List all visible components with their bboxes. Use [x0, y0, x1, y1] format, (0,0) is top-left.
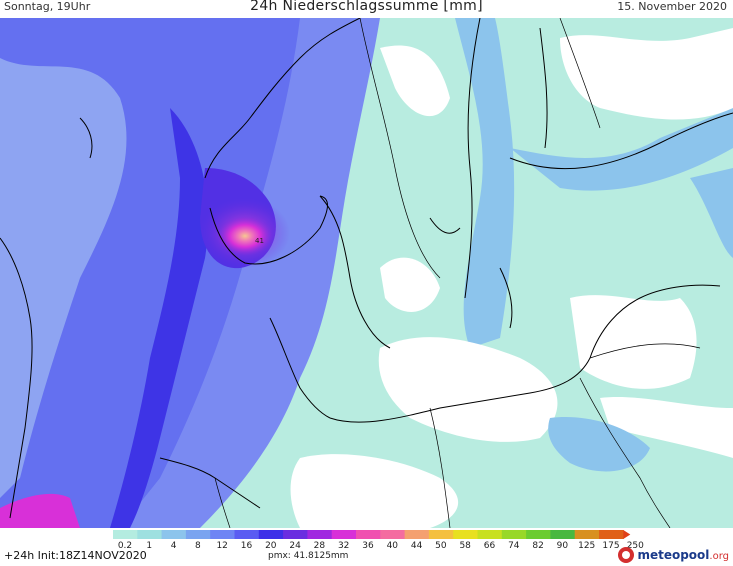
shetland [79, 117, 93, 159]
legend-arrow-icon [623, 530, 631, 539]
legend-tick-label: 82 [532, 541, 544, 551]
finland-south-coast [509, 112, 733, 170]
legend-tick-label: 40 [386, 541, 399, 551]
sweden-precip [455, 18, 515, 348]
meteopool-brand[interactable]: meteopool.org [618, 546, 729, 564]
legend-tick-label: 58 [459, 541, 471, 551]
legend-tick-label: 66 [483, 541, 496, 551]
border-norway-sweden [359, 18, 441, 279]
legend-color-segment [574, 530, 600, 539]
denmark-jutland [269, 317, 331, 419]
init-time: +24h Init:18Z14NOV2020 [4, 549, 147, 562]
norway-west-coast [204, 18, 361, 179]
forecast-day-time: Sonntag, 19Uhr [4, 0, 91, 13]
sweden-west-coast [319, 195, 391, 349]
precip-patch-south [548, 417, 650, 472]
gotland [499, 267, 513, 329]
legend-color-segment [258, 530, 284, 539]
legend-tick-label: 125 [578, 541, 596, 551]
legend-tick-label: 16 [240, 541, 253, 551]
britain-east-coast [0, 237, 33, 519]
brand-name: meteopool.org [637, 548, 729, 562]
east-precip [690, 168, 733, 258]
legend-color-segment [380, 530, 406, 539]
precip-band-north-sea [110, 108, 209, 528]
legend-color-segment [404, 530, 430, 539]
baltic-east-coast [589, 284, 721, 359]
legend-tick-label: 175 [602, 541, 620, 551]
legend-tick-label: 50 [435, 541, 447, 551]
legend-color-segment [501, 530, 527, 539]
legend-color-segment [453, 530, 478, 539]
western-precip-band [0, 58, 127, 498]
bothnia-coast [539, 27, 548, 149]
max-value-label: 41 [255, 237, 264, 245]
legend-color-segment [599, 530, 624, 539]
legend-tick-label: 250 [626, 541, 644, 551]
legend-color-segment [137, 530, 163, 539]
coastlines [0, 18, 733, 519]
baltic-south-coast [329, 357, 591, 423]
precip-patch-southwest [0, 493, 80, 528]
map-header: Sonntag, 19Uhr 24h Niederschlagssumme [m… [0, 0, 733, 18]
dry-area-sweden-south [380, 257, 440, 312]
legend-tick-label: 28 [313, 541, 326, 551]
legend-tick-label: 36 [362, 541, 374, 551]
precipitation-map-svg: 41 [0, 18, 733, 528]
legend-tick-label: 4 [170, 541, 177, 551]
legend-tick-label: 24 [289, 541, 301, 551]
sweden-east-coast [464, 18, 481, 299]
legend-color-segment [210, 530, 235, 539]
border-netherlands-germany [214, 477, 231, 528]
borders [214, 18, 701, 528]
dry-area-finland [560, 28, 733, 120]
dry-area-poland [570, 295, 697, 389]
legend-color-segment [234, 530, 260, 539]
precipitation-map: 41 [0, 18, 733, 528]
border-poland-north [589, 343, 701, 359]
legend-color-segment [283, 530, 308, 539]
legend-tick-label: 20 [265, 541, 277, 551]
dry-area-norway [380, 45, 450, 117]
legend-color-segment [526, 530, 551, 539]
legend-color-segment [161, 530, 187, 539]
legend-color-segment [331, 530, 357, 539]
meteopool-logo-icon [618, 547, 635, 563]
norway-south-coast [209, 195, 328, 265]
legend-color-segment [356, 530, 381, 539]
map-title: 24h Niederschlagssumme [mm] [250, 0, 483, 14]
border-germany-poland [429, 407, 451, 528]
border-poland-east [579, 377, 671, 528]
dry-area-east [600, 396, 733, 458]
legend-tick-label: 44 [410, 541, 423, 551]
legend-color-bar [113, 530, 631, 539]
legend-tick-label: 0.2 [117, 541, 133, 551]
legend-tick-label: 12 [216, 541, 228, 551]
legend-color-segment [113, 530, 138, 539]
legend-tick-label: 74 [508, 541, 520, 551]
legend-tick-label: 32 [337, 541, 350, 551]
dry-area-germany-north [378, 337, 558, 442]
precip-maximum [217, 216, 273, 256]
border-sweden-finland [559, 18, 601, 129]
precip-max: pmx: 41.8125mm [268, 551, 349, 561]
legend-tick-label: 8 [195, 541, 201, 551]
lake-vanern [429, 217, 461, 234]
dry-area-germany-south [290, 454, 459, 528]
legend-color-segment [307, 530, 333, 539]
legend-color-segment [428, 530, 454, 539]
legend-color-segment [185, 530, 211, 539]
legend-color-segment [477, 530, 503, 539]
forecast-date: 15. November 2020 [617, 0, 727, 13]
finland-precip [510, 108, 733, 191]
legend-tick-label: 90 [556, 541, 569, 551]
legend-color-segment [550, 530, 576, 539]
legend-tick-label: 1 [146, 541, 153, 551]
